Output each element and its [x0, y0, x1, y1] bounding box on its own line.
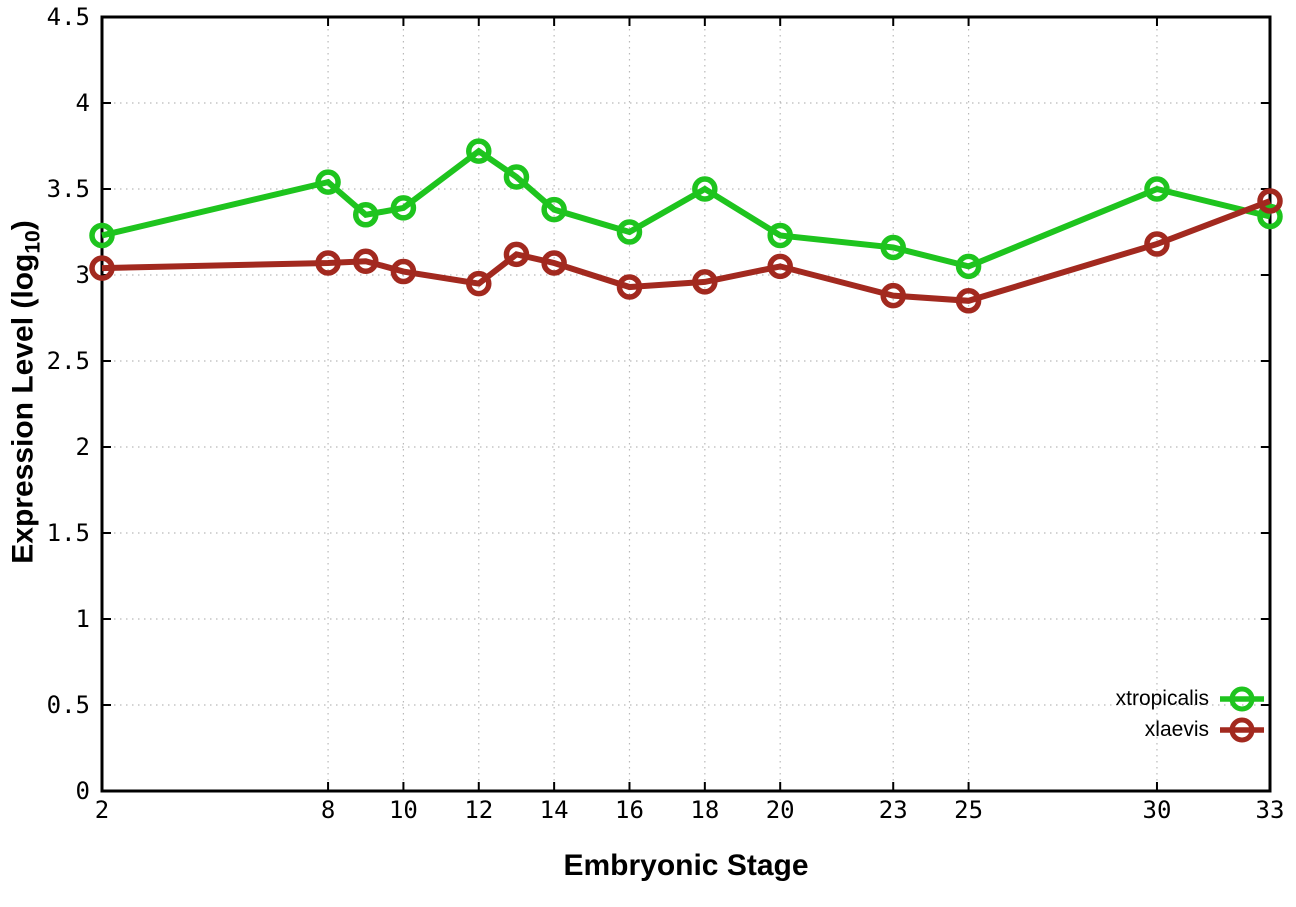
x-axis-tick-label: 8 [321, 796, 335, 824]
data-point-xtropicalis [1257, 203, 1283, 230]
data-point-xlaevis [315, 250, 341, 276]
data-point-xtropicalis [390, 195, 417, 221]
legend-sample-marker-xlaevis [1229, 717, 1255, 743]
data-point-xtropicalis [503, 164, 530, 190]
x-axis-tick-label: 30 [1143, 796, 1172, 824]
y-axis-tick-label: 3 [76, 261, 90, 289]
x-axis-tick-label: 2 [95, 796, 109, 824]
data-point-xtropicalis [880, 234, 906, 261]
x-axis-tick-label: 10 [389, 796, 418, 824]
legend-item-xtropicalis: xtropicalis [1116, 684, 1266, 714]
y-axis-tick-label: 1 [76, 605, 90, 633]
data-point-xtropicalis [1144, 176, 1170, 202]
data-point-xlaevis [767, 253, 793, 280]
y-axis-tick-label: 0.5 [47, 691, 90, 719]
x-axis-tick-label: 20 [766, 796, 795, 824]
data-point-xtropicalis [767, 222, 793, 249]
x-axis-tick-label: 18 [690, 796, 719, 824]
data-point-xlaevis [880, 282, 906, 309]
y-axis-tick-label: 1.5 [47, 519, 90, 547]
x-axis-tick-label: 14 [540, 796, 569, 824]
series-line-xtropicalis [101, 147, 1271, 270]
x-axis-tick-label: 12 [464, 796, 493, 824]
legend-sample-xlaevis [1220, 717, 1264, 743]
legend-label-xlaevis: xlaevis [1144, 718, 1209, 741]
data-point-xtropicalis [352, 202, 379, 228]
data-point-xtropicalis [616, 219, 643, 245]
x-axis-tick-label: 33 [1256, 796, 1285, 824]
y-axis-tick-label: 4 [76, 89, 90, 117]
data-point-xlaevis [1257, 188, 1283, 214]
y-axis-tick-label: 4.5 [47, 3, 90, 31]
y-axis-tick-label: 0 [76, 777, 90, 805]
data-point-xlaevis [89, 255, 115, 281]
data-point-xtropicalis [315, 169, 341, 195]
data-point-xlaevis [955, 288, 982, 314]
legend-item-xlaevis: xlaevis [1116, 715, 1266, 745]
y-axis-tick-label: 3.5 [47, 175, 90, 203]
data-point-xlaevis [352, 248, 379, 274]
y-axis-title-subscript: 10 [21, 230, 45, 254]
legend-sample-marker-xtropicalis [1229, 686, 1255, 712]
y-axis-tick-label: 2.5 [47, 347, 90, 375]
data-point-xlaevis [541, 250, 567, 276]
data-point-xtropicalis [89, 222, 115, 249]
y-axis-title-suffix: ) [6, 220, 40, 231]
legend-sample-xtropicalis [1220, 686, 1264, 712]
data-point-xlaevis [466, 270, 492, 297]
legend-label-xtropicalis: xtropicalis [1115, 687, 1209, 710]
data-point-xlaevis [1144, 231, 1170, 257]
x-axis-title: Embryonic Stage [563, 849, 809, 882]
legend: xtropicalis xlaevis [1116, 684, 1266, 745]
data-point-xlaevis [390, 258, 417, 285]
data-point-xtropicalis [955, 253, 982, 280]
data-point-xtropicalis [692, 176, 718, 202]
data-point-xlaevis [616, 274, 643, 300]
plot-border [100, 15, 1272, 793]
x-axis-tick-label: 16 [615, 796, 644, 824]
data-point-xlaevis [503, 241, 530, 268]
y-axis-tick-label: 2 [76, 433, 90, 461]
data-point-xlaevis [692, 269, 718, 295]
y-axis-title-text: Expression Level (log [6, 253, 40, 564]
x-axis-tick-label: 25 [954, 796, 983, 824]
data-point-xtropicalis [466, 138, 492, 164]
data-point-xtropicalis [541, 196, 567, 223]
y-axis-title: Expression Level (log10) [7, 220, 46, 563]
x-axis-tick-label: 23 [879, 796, 908, 824]
